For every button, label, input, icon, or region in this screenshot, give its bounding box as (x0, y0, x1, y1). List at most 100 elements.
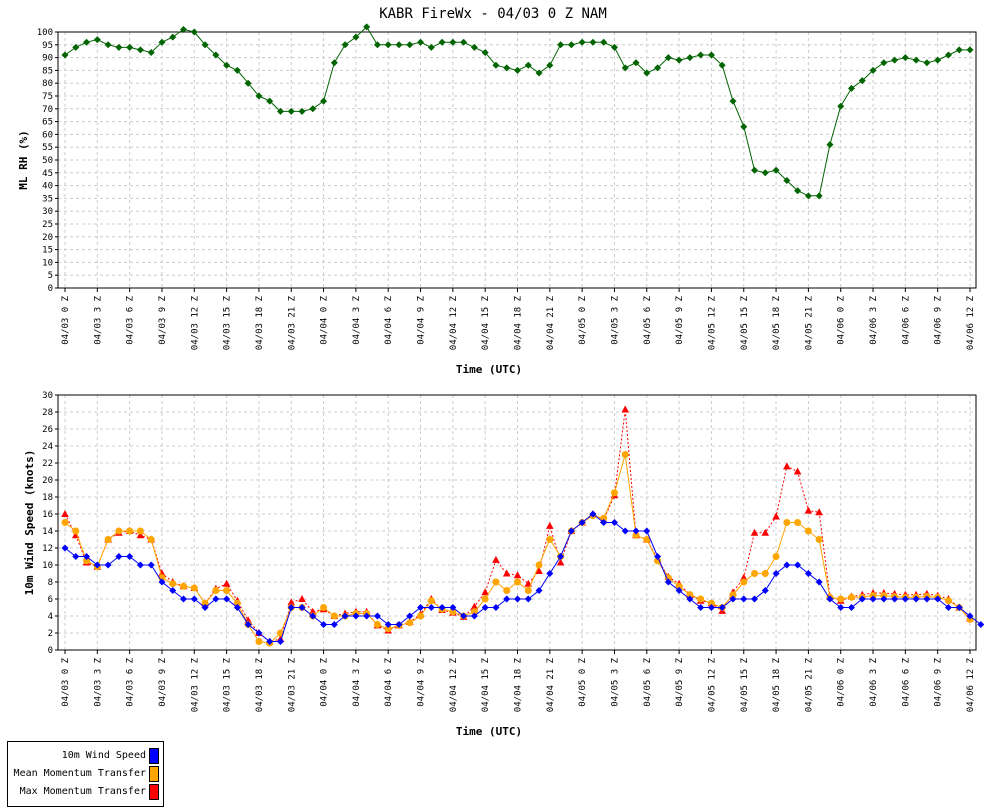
x-axis-label: Time (UTC) (456, 725, 522, 738)
data-point (330, 621, 338, 628)
data-point (524, 595, 532, 603)
legend-label: 10m Wind Speed (61, 750, 146, 761)
x-tick-label: 04/04 21 Z (546, 657, 556, 712)
data-point (514, 595, 521, 603)
x-tick-label: 04/03 0 Z (61, 295, 71, 344)
data-point (858, 77, 866, 85)
data-point (664, 578, 672, 586)
data-point (815, 508, 823, 516)
data-point (147, 561, 155, 569)
x-tick-label: 04/04 15 Z (481, 657, 491, 712)
data-point (815, 192, 823, 200)
data-point (729, 97, 737, 105)
data-point (847, 593, 855, 601)
x-tick-label: 04/05 12 Z (707, 295, 717, 350)
data-point (158, 38, 166, 46)
data-point (255, 629, 263, 637)
data-point (438, 38, 446, 46)
data-point (783, 462, 791, 470)
data-point (470, 612, 478, 620)
data-point (578, 519, 586, 526)
chart-canvas: KABR FireWx - 04/03 0 Z NAM 051015202530… (17, 6, 985, 738)
data-point (621, 405, 630, 413)
data-point (438, 604, 446, 611)
y-tick-label: 95 (42, 41, 53, 51)
data-point (201, 604, 209, 611)
data-point (136, 561, 144, 569)
x-tick-label: 04/04 18 Z (514, 657, 524, 712)
data-point (212, 595, 220, 603)
x-tick-label: 04/05 21 Z (804, 657, 814, 712)
data-point (158, 569, 166, 577)
data-point (772, 512, 780, 520)
legend-label: Mean Momentum Transfer (13, 768, 146, 779)
data-point (61, 510, 69, 517)
y-tick-label: 22 (42, 459, 53, 469)
data-point (632, 527, 640, 535)
data-point (72, 553, 80, 560)
y-tick-label: 100 (37, 28, 53, 38)
data-point (115, 43, 123, 51)
data-point (352, 33, 360, 41)
data-point (309, 105, 317, 113)
data-point (567, 527, 575, 535)
x-tick-label: 04/03 9 Z (158, 657, 168, 706)
data-point (955, 46, 963, 54)
data-point (514, 66, 521, 74)
data-point (600, 514, 608, 522)
legend-swatch-blue (149, 747, 159, 764)
data-point (826, 141, 834, 149)
data-point (373, 41, 381, 49)
data-point (417, 604, 425, 611)
data-point (977, 621, 985, 628)
data-point (514, 578, 521, 586)
data-point (481, 588, 489, 596)
x-tick-label: 04/04 12 Z (449, 657, 459, 712)
y-tick-label: 24 (42, 442, 53, 452)
data-point (61, 51, 69, 59)
data-point (158, 578, 166, 586)
data-point (417, 38, 425, 46)
data-point (804, 570, 812, 577)
data-point (675, 56, 683, 64)
data-point (621, 527, 629, 535)
data-point (761, 528, 770, 536)
data-point (449, 38, 457, 46)
x-tick-label: 04/04 12 Z (449, 295, 459, 350)
x-tick-label: 04/05 0 Z (578, 295, 588, 344)
data-point (966, 612, 974, 620)
y-tick-label: 25 (42, 220, 53, 230)
y-tick-label: 14 (42, 527, 53, 537)
data-point (923, 595, 931, 603)
data-point (212, 51, 220, 59)
x-tick-label: 04/03 0 Z (61, 657, 71, 706)
chart-title: KABR FireWx - 04/03 0 Z NAM (379, 6, 607, 22)
data-point (169, 587, 177, 594)
data-point (61, 519, 69, 526)
data-point (492, 555, 500, 563)
data-point (793, 467, 802, 475)
x-tick-label: 04/03 18 Z (255, 657, 265, 712)
data-point (783, 561, 791, 569)
data-point (373, 621, 381, 628)
data-point (664, 574, 672, 582)
data-point (460, 612, 468, 620)
data-point (287, 604, 295, 611)
data-point (449, 608, 457, 616)
data-point (643, 536, 651, 543)
y-tick-label: 85 (42, 66, 53, 76)
data-point (707, 599, 715, 607)
data-point (212, 587, 220, 594)
x-tick-label: 04/04 6 Z (384, 657, 394, 706)
data-point (233, 604, 241, 611)
data-point (470, 43, 478, 51)
x-tick-label: 04/03 15 Z (223, 657, 233, 712)
data-point (104, 41, 112, 49)
data-point (320, 604, 328, 611)
data-point (470, 608, 478, 616)
data-point (751, 166, 759, 174)
data-point (869, 66, 877, 74)
data-point (643, 69, 651, 77)
data-point (740, 595, 748, 603)
data-point (481, 595, 489, 603)
